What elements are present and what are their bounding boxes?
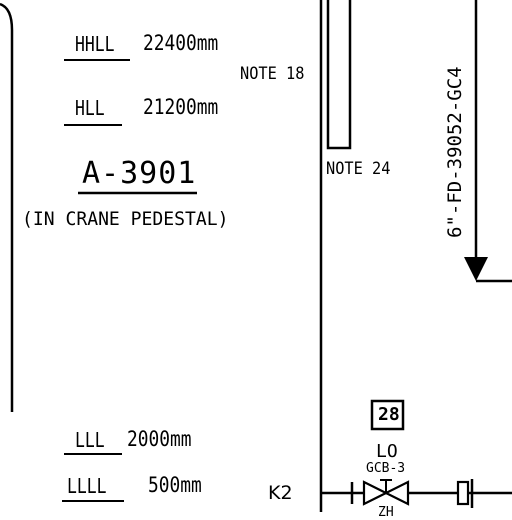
flow-arrow (464, 257, 488, 281)
vessel-location: (IN CRANE PEDESTAL) (22, 208, 229, 230)
note-box-number: 28 (378, 404, 400, 425)
k2-marker: K2 (268, 482, 293, 504)
level-label-hll: HLL (75, 96, 105, 120)
level-value-llll: 500mm (148, 473, 202, 497)
level-label-lll: LLL (75, 428, 105, 452)
vessel-wall-left (0, 2, 14, 412)
level-label-hhll: HHLL (75, 32, 115, 56)
valve-position-label: LO (376, 441, 398, 462)
level-value-hhll: 22400mm (143, 31, 219, 55)
spectacle-blind (456, 480, 470, 506)
note-box (370, 399, 405, 431)
valve-body-right (383, 480, 410, 506)
standpipe-rect (326, 0, 352, 150)
valve-tag-label: GCB-3 (366, 461, 406, 476)
line-number-label: 6"-FD-39052-GC4 (444, 66, 466, 238)
note-24-label: NOTE 24 (326, 159, 391, 179)
level-label-llll: LLLL (67, 474, 107, 498)
level-value-hll: 21200mm (143, 95, 219, 119)
note-18-label: NOTE 18 (240, 64, 305, 84)
valve-body-left (362, 480, 389, 506)
level-value-lll: 2000mm (127, 427, 192, 451)
vessel-tag: A-3901 (82, 156, 197, 191)
valve-partial-label: ZH (378, 505, 394, 520)
